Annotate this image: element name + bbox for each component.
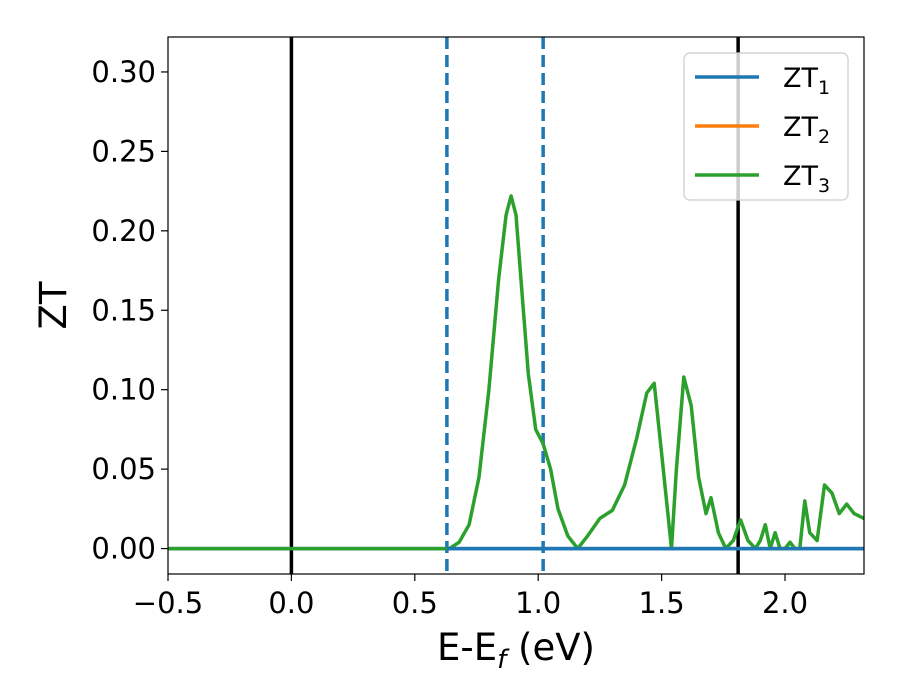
x-tick-label: 0.5 [392,586,438,620]
y-tick-label: 0.05 [91,452,156,486]
y-tick-label: 0.15 [91,293,156,327]
legend: ZT1 ZT2 ZT3 [683,52,849,201]
y-tick-label: 0.25 [91,134,156,168]
legend-box [683,52,849,201]
x-tick-label: 2.0 [762,586,808,620]
legend-label-zt3: ZT3 [783,161,830,197]
axes: −0.5 0.0 0.5 1.0 1.5 2.0 0.00 0.05 0.10 0.15 0.20 0… [32,36,865,675]
y-tick-label: 0.10 [91,373,156,407]
y-tick-label: 0.00 [91,532,156,566]
x-tick-label: −0.5 [133,586,203,620]
legend-label-zt2: ZT2 [783,112,830,148]
y-axis-label: ZT [32,281,75,329]
x-tick-label: 0.0 [268,586,314,620]
x-axis-label: E-Ef (eV) [437,626,595,675]
legend-label-zt1: ZT1 [783,63,830,99]
x-tick-label: 1.0 [515,586,561,620]
x-tick-label: 1.5 [639,586,685,620]
y-tick-label: 0.30 [91,55,156,89]
y-tick-label: 0.20 [91,214,156,248]
plot-frame [167,36,865,575]
